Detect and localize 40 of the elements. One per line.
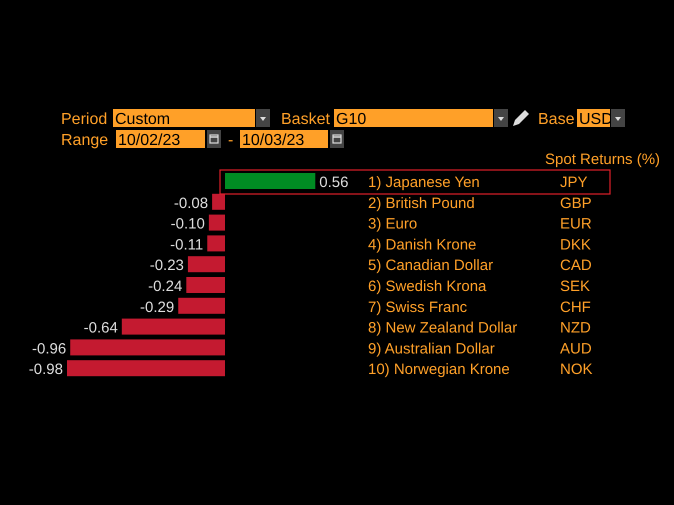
y2-tick-label: EUR <box>560 216 592 233</box>
data-label: -0.08 <box>174 194 208 212</box>
y-tick-label: 1) Japanese Yen <box>368 174 480 191</box>
y2-tick-label: SEK <box>560 278 590 295</box>
data-label: -0.98 <box>28 361 63 378</box>
y2-tick-label: JPY <box>560 174 588 191</box>
y-tick-label: 2) British Pound <box>368 194 475 212</box>
y-tick-label: 9) Australian Dollar <box>368 340 495 358</box>
text: Spot Returns (%) <box>545 151 660 168</box>
data-label: -0.11 <box>170 236 204 254</box>
text: - <box>228 132 234 149</box>
y-tick-label: 8) New Zealand Dollar <box>368 320 518 337</box>
text: 10/02/23 <box>118 132 180 149</box>
text: Period <box>61 111 108 128</box>
data-label: -0.29 <box>140 298 174 316</box>
data-label: -0.23 <box>150 257 184 274</box>
y2-tick-label: GBP <box>560 194 592 212</box>
y-tick-label: 7) Swiss Franc <box>368 298 468 316</box>
y2-tick-label: AUD <box>560 340 592 358</box>
y2-tick-label: NZD <box>560 320 591 337</box>
y-tick-label: 6) Swedish Krona <box>368 278 488 295</box>
y-tick-label: 4) Danish Krone <box>368 236 476 254</box>
y2-tick-label: CHF <box>560 298 591 316</box>
text: Basket <box>281 111 330 128</box>
text: 10/03/23 <box>242 132 304 149</box>
y2-tick-label: NOK <box>560 361 593 378</box>
data-label: 0.56 <box>319 174 348 191</box>
y-tick-label: 3) Euro <box>368 216 418 233</box>
data-label: -0.10 <box>170 216 205 233</box>
data-label: -0.24 <box>148 278 182 295</box>
data-label: -0.96 <box>32 340 66 358</box>
y2-tick-label: CAD <box>560 257 592 274</box>
data-label: -0.64 <box>84 320 118 337</box>
text: Custom <box>115 111 170 128</box>
y-tick-label: 10) Norwegian Krone <box>368 361 510 378</box>
y-tick-label: 5) Canadian Dollar <box>368 257 494 274</box>
text: Base <box>538 111 575 128</box>
text: Range <box>61 132 108 149</box>
text: G10 <box>336 111 366 128</box>
y2-tick-label: DKK <box>560 236 591 254</box>
